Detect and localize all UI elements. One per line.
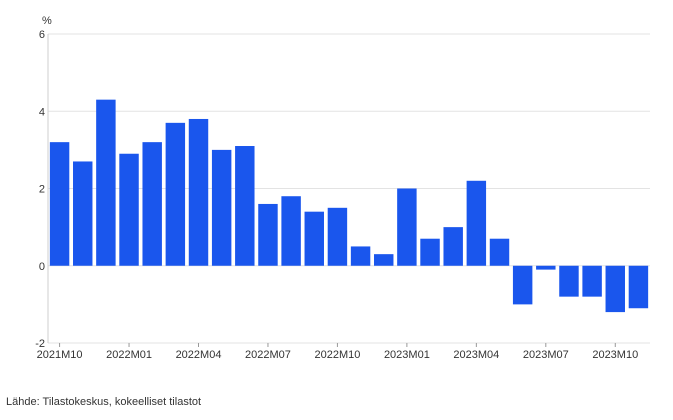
x-tick-label: 2023M10 [592,349,638,361]
bar-2021M11 [73,161,93,266]
bar-2022M02 [142,142,162,266]
y-tick-label: -2 [35,338,45,350]
bar-2023M01 [397,188,417,266]
bar-2023M02 [420,238,440,266]
bar-2023M05 [489,238,510,266]
bar-2022M06 [235,146,255,266]
bar-2023M03 [443,227,463,266]
x-tick-label: 2023M07 [523,349,569,361]
y-tick-label: 2 [39,184,45,196]
bar-2021M12 [96,99,116,266]
x-tick-label: 2023M04 [453,349,499,361]
bar-2021M10 [49,142,70,266]
bar-2022M05 [211,149,232,266]
y-tick-label: 4 [39,106,45,118]
axes: -2 0 2 4 6 2021M10 2022M01 2022M04 2022M07 2022M1… [35,29,638,361]
bar-2023M08 [559,265,579,297]
x-tick-label: 2022M10 [314,349,360,361]
bar-2023M11 [628,265,649,309]
bar-2023M09 [582,265,602,297]
bar-2022M07 [258,203,278,266]
bar-2022M04 [188,118,209,266]
x-tick-label: 2022M04 [176,349,222,361]
bar-2023M07 [536,265,556,270]
bar-chart: -2 0 2 4 6 2021M10 2022M01 2022M04 2022M07 2022M1… [35,15,650,361]
bar-2023M04 [466,180,487,266]
y-tick-label: 6 [39,29,45,41]
bar-2022M12 [374,254,394,266]
x-tick-label: 2022M01 [106,349,152,361]
bar-2023M10 [605,265,625,313]
bar-2022M09 [304,211,324,266]
bars [49,99,649,313]
x-tick-label: 2022M07 [245,349,291,361]
y-tick-label: 0 [39,261,45,273]
bar-2023M06 [512,265,533,305]
bar-2022M03 [165,122,186,266]
x-tick-label: 2021M10 [37,349,83,361]
y-axis-unit-label: % [42,15,52,27]
bar-2022M01 [119,153,139,266]
x-tick-label: 2023M01 [384,349,430,361]
bar-2022M11 [350,246,371,266]
bar-2022M08 [281,196,301,266]
bar-2022M10 [327,207,348,266]
source-note: Lähde: Tilastokeskus, kokeelliset tilast… [6,396,202,408]
